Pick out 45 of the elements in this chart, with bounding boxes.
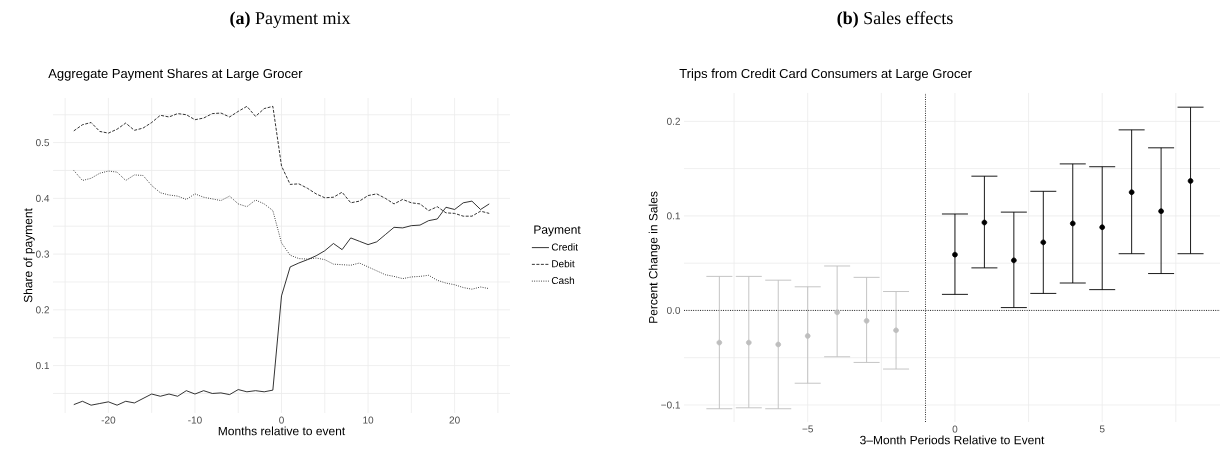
x-tick-label: 10 (363, 416, 374, 424)
point (1158, 208, 1164, 214)
point (1187, 178, 1194, 184)
y-tick-label: 0.4 (35, 194, 50, 202)
y-tick-label: 0.0 (666, 306, 681, 314)
x-axis-title: Months relative to event (218, 426, 346, 436)
point (746, 339, 752, 346)
point (775, 341, 782, 348)
point (1069, 220, 1076, 227)
chart-subtitle: Aggregate Payment Shares at Large Grocer (48, 68, 303, 81)
point (1128, 189, 1135, 196)
point (1011, 257, 1017, 264)
point (716, 339, 723, 346)
y-axis-title: Percent Change in Sales (648, 191, 660, 323)
y-tick-label: 0.1 (666, 212, 680, 220)
x-tick-label: 5 (1099, 425, 1105, 433)
point (834, 309, 840, 316)
chart-title: (b) Sales effects (837, 11, 953, 28)
legend-title: Payment (534, 225, 581, 237)
point (863, 318, 870, 324)
point (952, 251, 958, 258)
point (804, 333, 811, 339)
legend-label: Debit (552, 259, 575, 268)
legend-label: Cash (551, 276, 575, 285)
point (981, 219, 988, 226)
y-tick-label: 0.2 (666, 117, 680, 125)
x-tick-label: 0 (279, 416, 284, 424)
chart-subtitle: Trips from Credit Card Consumers at Large Grocer (679, 68, 972, 81)
x-axis-title: 3–Month Periods Relative to Event (860, 435, 1045, 445)
y-tick-label: 0.2 (35, 306, 49, 314)
x-tick-label: -20 (101, 416, 116, 424)
chart-title: (a) Payment mix (230, 11, 351, 28)
y-tick-label: 0.1 (35, 362, 50, 370)
x-tick-label: 0 (952, 425, 958, 433)
point (893, 327, 899, 334)
x-tick-label: −5 (802, 425, 813, 433)
y-axis-title: Share of payment (23, 208, 35, 303)
x-tick-label: 20 (449, 416, 460, 424)
y-tick-label: −0.1 (661, 401, 680, 409)
y-tick-label: 0.5 (35, 139, 50, 147)
x-tick-label: -10 (188, 416, 202, 424)
legend-label: Credit (551, 243, 578, 251)
y-tick-label: 0.3 (35, 250, 50, 258)
point (1099, 224, 1105, 231)
point (1040, 239, 1047, 246)
